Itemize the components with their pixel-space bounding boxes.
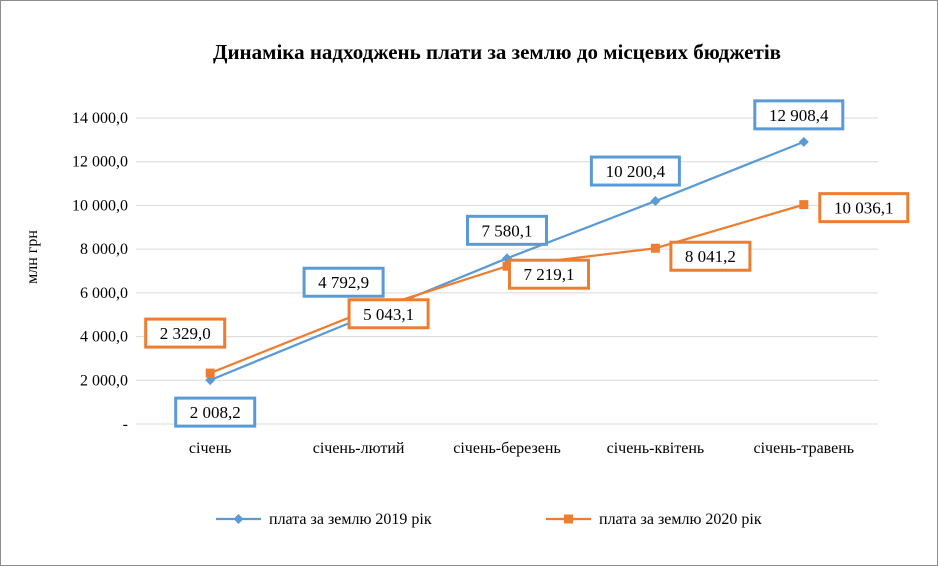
data-label: 2 329,0: [144, 317, 227, 349]
data-label: 7 219,1: [508, 258, 590, 290]
data-point-marker: [205, 375, 216, 386]
x-category-label: січень-березень: [453, 440, 561, 457]
data-point-marker: [798, 136, 809, 147]
legend-marker: [233, 514, 244, 524]
y-tick-label: -: [123, 416, 128, 433]
data-label-box: [174, 396, 257, 428]
data-label-text: 12 908,4: [769, 106, 829, 125]
data-label: 2 008,2: [174, 396, 257, 428]
data-label: 5 043,1: [347, 298, 430, 330]
data-point-marker: [650, 196, 661, 207]
y-tick-label: 2 000,0: [80, 372, 128, 389]
y-tick-label: 12 000,0: [72, 154, 128, 171]
data-label-text: 7 219,1: [524, 265, 575, 284]
legend-label: плата за землю 2020 рік: [599, 511, 762, 528]
data-label-box: [508, 258, 590, 290]
x-category-label: січень: [189, 440, 232, 457]
data-label-box: [589, 155, 681, 187]
gridlines: [136, 117, 878, 425]
x-category-label: січень-травень: [754, 440, 855, 457]
x-category-labels: січень січень-лютий січень-березень січень-…: [189, 440, 854, 457]
chart-title: Динаміка надходжень плати за землю до мі…: [213, 40, 781, 64]
data-label-text: 2 329,0: [160, 324, 211, 343]
x-category-label: січень-квітень: [607, 440, 705, 457]
data-label-text: 4 792,9: [318, 273, 369, 292]
data-label-text: 10 036,1: [834, 199, 894, 218]
data-label: 8 041,2: [669, 240, 752, 272]
data-point-marker: [205, 368, 215, 378]
data-labels: 2 008,2 4 792,9 7 580,1 10 200,4 12 908,4 2 3…: [144, 99, 910, 428]
data-label-text: 8 041,2: [685, 247, 736, 266]
data-point-marker: [650, 243, 660, 253]
data-label: 4 792,9: [302, 266, 385, 298]
y-tick-label: 6 000,0: [80, 285, 128, 302]
y-tick-label: 10 000,0: [72, 197, 128, 214]
data-label-box: [144, 317, 227, 349]
data-label: 10 200,4: [589, 155, 681, 187]
data-label-box: [347, 298, 430, 330]
data-label: 10 036,1: [818, 192, 910, 224]
data-point-marker: [502, 261, 512, 271]
data-point-marker: [799, 200, 809, 210]
data-label-box: [818, 192, 910, 224]
y-tick-labels: - 2 000,0 4 000,0 6 000,0 8 000,0 10 000,0 12 …: [72, 110, 128, 433]
data-label-text: 10 200,4: [606, 162, 666, 181]
data-label-text: 5 043,1: [363, 305, 414, 324]
x-category-label: січень-лютий: [313, 440, 405, 457]
legend-marker: [564, 514, 573, 524]
y-tick-label: 8 000,0: [80, 241, 128, 258]
data-label-box: [302, 266, 385, 298]
data-label-box: [669, 240, 752, 272]
y-tick-label: 14 000,0: [72, 110, 128, 127]
data-label-box: [466, 214, 548, 246]
data-label: 12 908,4: [753, 99, 845, 131]
data-label-text: 2 008,2: [190, 403, 241, 422]
legend: плата за землю 2019 рік плата за землю 20…: [216, 511, 762, 528]
data-label-box: [753, 99, 845, 131]
data-label-text: 7 580,1: [482, 221, 533, 240]
y-axis-label: млн грн: [24, 230, 41, 284]
data-label: 7 580,1: [466, 214, 548, 246]
legend-label: плата за землю 2019 рік: [269, 511, 432, 528]
y-tick-label: 4 000,0: [80, 329, 128, 346]
